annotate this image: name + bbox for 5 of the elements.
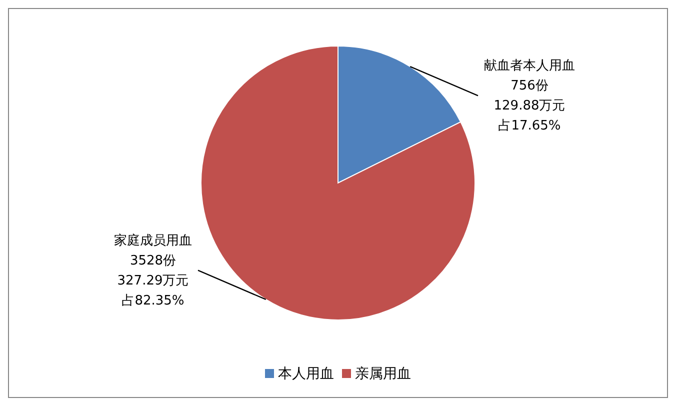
- pie-slice: [200, 46, 476, 320]
- legend-label: 本人用血: [278, 366, 334, 382]
- data-label: 献血者本人用血 756份 129.88万元占17.65%: [484, 58, 575, 134]
- legend-label: 亲属用血: [355, 366, 411, 382]
- data-label: 家庭成员用血 3528份 327.29万元占82.35%: [114, 232, 192, 308]
